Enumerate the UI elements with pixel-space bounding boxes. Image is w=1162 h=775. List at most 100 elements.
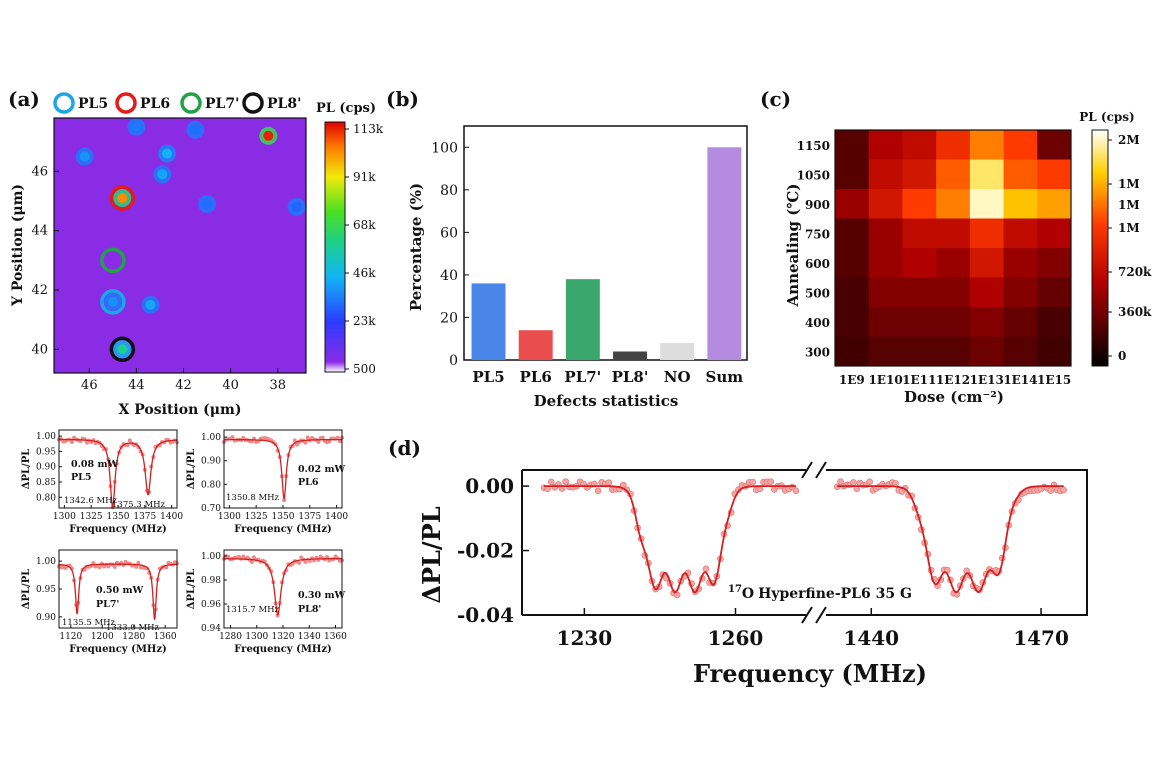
heatmap-cell xyxy=(868,159,903,190)
spectrum-y-tick-label: 0.00 xyxy=(465,474,514,498)
heatmap-cell xyxy=(936,218,971,249)
odmr-point xyxy=(327,439,332,444)
odmr-fit-line xyxy=(224,438,342,501)
heatmap-cell xyxy=(969,248,1005,278)
odmr-y-tick-label: 0.80 xyxy=(36,493,56,503)
spectrum-x-axis-label: Frequency (MHz) xyxy=(693,659,927,688)
odmr-x-tick-label: 1200 xyxy=(91,632,114,642)
map-spot xyxy=(162,148,173,159)
heatmap-cell xyxy=(936,277,971,308)
heatmap-cell xyxy=(969,218,1005,249)
heatmap-cell xyxy=(902,159,937,190)
heatmap-cell xyxy=(902,248,937,278)
map-x-tick-label: 42 xyxy=(175,378,192,393)
legend-label: PL6 xyxy=(140,96,170,112)
odmr-annotation: 1350.8 MHz xyxy=(226,493,280,503)
legend-marker-PL5 xyxy=(53,92,75,114)
panel-label-d: (d) xyxy=(388,436,421,460)
heatmap-x-axis-label: Dose (cm⁻²) xyxy=(904,388,1004,406)
heatmap-cell xyxy=(868,218,903,249)
map-y-axis-label: Y Position (μm) xyxy=(10,184,26,307)
cb-label: 91k xyxy=(353,170,376,184)
odmr-annotation: PL7' xyxy=(96,599,119,610)
odmr-y-axis-label: ΔPL/PL xyxy=(186,569,197,610)
heatmap-cell xyxy=(1003,159,1038,190)
map-y-tick-label: 44 xyxy=(31,224,48,239)
odmr-annotation: 0.08 mW xyxy=(71,459,118,470)
heatmap-cb-label: 360k xyxy=(1118,305,1152,319)
bar-NO xyxy=(660,342,695,360)
panel-b-bar-chart: PL5 PL6 PL7' PL8' NO Sum 0 20 40 60 80 100 Defects … xyxy=(407,125,748,410)
panel-d-spectrum: 1230 1260 1440 1470 0.00 -0.02 -0.04 17O Hyperf… xyxy=(417,461,1088,688)
heatmap-cell xyxy=(835,189,870,219)
odmr-x-tick-label: 1300 xyxy=(245,632,268,642)
odmr-x-tick-label: 1325 xyxy=(245,512,268,522)
heatmap-x-tick-label: 1E12 xyxy=(936,373,970,387)
map-x-tick-label: 40 xyxy=(222,378,239,393)
spectrum-point xyxy=(792,487,800,494)
odmr-frame xyxy=(223,549,343,629)
cb-label: 23k xyxy=(353,314,376,328)
map-x-tick-label: 44 xyxy=(128,378,145,393)
heatmap-y-tick-label: 900 xyxy=(805,198,830,212)
heatmap-cell xyxy=(936,189,971,219)
odmr-x-tick-label: 1375 xyxy=(298,512,321,522)
heatmap-y-tick-label: 1050 xyxy=(797,168,830,182)
bar-category-label: Sum xyxy=(706,368,744,386)
heatmap-cell xyxy=(969,189,1005,219)
heatmap-cell xyxy=(1037,159,1072,190)
heatmap-cell xyxy=(936,248,971,278)
odmr-y-tick-label: 0.95 xyxy=(36,447,56,457)
heatmap-cell xyxy=(1003,130,1038,160)
cb-label: 500 xyxy=(353,362,376,376)
odmr-annotation: 1333.0 MHz xyxy=(106,623,160,633)
map-spot xyxy=(263,130,274,141)
heatmap-cell xyxy=(868,336,903,367)
heatmap-x-tick-label: 1E11 xyxy=(902,373,936,387)
heatmap-cell xyxy=(835,159,870,190)
axis-break-mark xyxy=(815,606,827,624)
map-spot xyxy=(202,198,213,209)
heatmap-cell xyxy=(868,248,903,278)
odmr-point xyxy=(316,439,321,444)
heatmap-frame xyxy=(834,129,1072,367)
legend-label: PL8' xyxy=(267,96,301,112)
defect-circle-PL6 xyxy=(109,185,136,211)
heatmap-x-tick-label: 1E9 xyxy=(839,373,865,387)
odmr-annotation: PL8' xyxy=(298,604,321,615)
odmr-fit-line xyxy=(59,438,177,508)
heatmap-cell xyxy=(936,159,971,190)
odmr-y-axis-label: ΔPL/PL xyxy=(21,569,32,610)
legend-marker-PL7 xyxy=(180,92,202,114)
heatmap-y-tick-label: 750 xyxy=(805,227,830,241)
spectrum-point xyxy=(547,478,555,486)
heatmap-cb-label: 1M xyxy=(1118,198,1140,212)
spectrum-point xyxy=(866,478,873,486)
heatmap-cell xyxy=(902,307,937,337)
map-legend: PL5 PL6 PL7' PL8' xyxy=(53,92,301,114)
map-spot xyxy=(131,121,142,132)
heatmap-cell xyxy=(936,336,971,367)
heatmap-cell xyxy=(868,307,903,337)
odmr-annotation: 0.02 mW xyxy=(298,464,345,475)
heatmap-cell xyxy=(868,189,903,219)
annotation-element: O xyxy=(742,586,754,602)
spectrum-point xyxy=(1047,487,1055,494)
odmr-point xyxy=(69,439,74,444)
odmr-y-tick-label: 0.95 xyxy=(36,585,56,595)
bar-y-tick-label: 80 xyxy=(440,183,458,199)
heatmap-cell xyxy=(1003,336,1038,367)
bar-category-label: PL5 xyxy=(472,368,504,386)
odmr-y-tick-label: 0.70 xyxy=(201,504,221,514)
map-x-axis-label: X Position (μm) xyxy=(119,402,242,418)
odmr-annotation: 1342.6 MHz xyxy=(64,496,118,506)
odmr-point xyxy=(307,558,312,563)
heatmap-cell xyxy=(1037,277,1072,308)
heatmap-cb-label: 720k xyxy=(1118,265,1152,279)
odmr-x-tick-label: 1300 xyxy=(53,512,76,522)
heatmap-cell xyxy=(835,248,870,278)
map-spot xyxy=(117,344,128,355)
heatmap-x-tick-label: 1E14 xyxy=(1003,373,1037,387)
odmr-x-tick-label: 1325 xyxy=(80,512,103,522)
